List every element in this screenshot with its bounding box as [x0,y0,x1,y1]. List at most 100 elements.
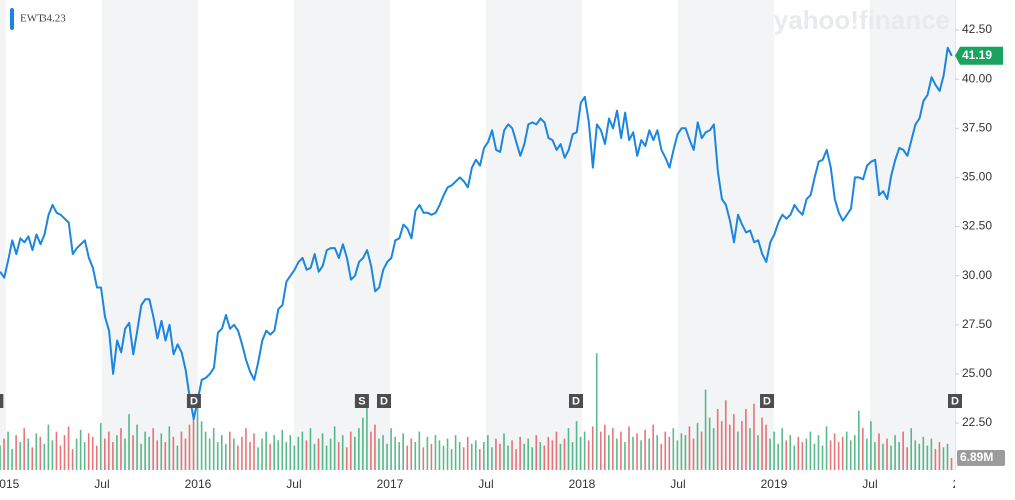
y-tick-label: 42.50 [962,22,992,36]
volume-bar [483,442,485,470]
volume-bar [188,424,191,470]
volume-bar [866,438,868,470]
volume-bar [507,445,509,470]
volume-bar [148,436,150,470]
volume-bar [934,449,937,470]
volume-bar [79,429,82,470]
volume-bar [765,424,767,470]
volume-bar [938,442,941,470]
y-tick-label: 27.50 [962,317,992,331]
volume-bar [720,421,723,470]
volume-bar [821,445,824,470]
background [0,0,955,470]
volume-bar [192,417,195,470]
volume-bar [321,433,324,470]
shade-band [293,0,390,470]
volume-bar [386,443,388,470]
volume-bar [910,428,913,470]
volume-label: 6.89M [960,450,993,464]
volume-bar [204,431,207,470]
volume-bar [99,422,102,470]
volume-bar [700,431,703,470]
volume-bar [696,422,699,470]
volume-bar [833,433,836,470]
volume-bar [886,438,888,470]
price-flag-label: 41.19 [962,48,992,62]
volume-bar [632,436,634,470]
volume-bar [313,443,316,470]
volume-bar [67,426,70,470]
watermark: yahoo!finance [774,5,950,35]
volume-bar [59,445,62,470]
volume-bar [301,431,304,470]
y-tick-label: 32.50 [962,219,992,233]
volume-bar [31,447,34,470]
volume-bar [793,445,796,470]
volume-bar [341,435,344,470]
volume-bar [3,438,5,470]
volume-bar [922,436,925,470]
volume-bar [862,428,864,470]
volume-bar [841,436,844,470]
legend-name: EWT [20,13,44,25]
volume-bar [75,438,78,470]
volume-bar [543,445,546,470]
volume-bar [946,443,949,470]
x-tick-label: 2019 [761,477,788,491]
volume-bar [289,435,292,470]
volume-bar [229,431,231,470]
volume-bar [438,440,441,470]
event-label: D [190,395,198,407]
legend-swatch [10,8,14,30]
volume-bar [63,435,66,470]
volume-bar [608,435,610,470]
x-tick-label: 2018 [569,477,596,491]
volume-bar [567,428,570,470]
volume-bar [724,400,727,470]
volume-bar [704,389,707,470]
volume-bar [71,449,74,470]
volume-bar [644,429,646,470]
volume-bar [136,424,138,470]
volume-bar [708,417,711,470]
volume-bar [680,433,683,470]
volume-bar [688,426,691,470]
volume-bar [950,457,953,470]
volume-bar [382,435,384,470]
volume-bar [571,442,574,470]
volume-bar [636,433,638,470]
volume-bar [906,447,908,470]
volume-bar [612,428,614,470]
volume-bar [583,431,586,470]
volume-bar [7,431,9,470]
x-tick-label: Jul [94,477,109,491]
volume-bar [491,447,493,470]
event-label: D [951,395,959,407]
event-marker [760,394,775,408]
volume-bar [446,438,449,470]
volume-bar [394,436,396,470]
volume-bar [261,438,263,470]
volume-bar [914,440,917,470]
volume-bar [95,445,98,470]
volume-bar [829,440,832,470]
volume-bar [668,436,671,470]
volume-bar [116,435,118,470]
volume-bar [741,421,743,470]
volume-bar [874,442,876,470]
volume-bar [870,421,872,470]
volume-bar [11,449,13,470]
volume-bar [196,400,199,470]
volume-bar [426,436,429,470]
volume-bar [132,435,134,470]
volume-bar [418,431,421,470]
y-tick-label: 35.00 [962,170,992,184]
volume-bar [241,436,243,470]
volume-bar [555,431,558,470]
volume-bar [390,428,392,470]
volume-bar [664,431,667,470]
volume-bar [269,443,271,470]
volume-bar [325,445,328,470]
x-tick-label: Jul [670,477,685,491]
volume-bar [87,433,90,470]
